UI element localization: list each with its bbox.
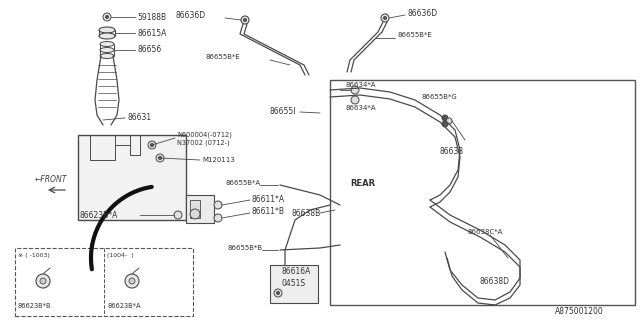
Circle shape <box>381 14 389 22</box>
Text: 86615A: 86615A <box>137 28 166 37</box>
Text: 86636D: 86636D <box>407 10 437 19</box>
Circle shape <box>159 156 161 159</box>
Circle shape <box>125 274 139 288</box>
Bar <box>78 135 186 220</box>
Circle shape <box>103 13 111 21</box>
Circle shape <box>383 17 387 20</box>
Text: ※ ( -1003): ※ ( -1003) <box>18 253 50 259</box>
Text: 86636D: 86636D <box>175 11 205 20</box>
Text: 86611*B: 86611*B <box>252 207 285 217</box>
Text: 86638: 86638 <box>440 148 464 156</box>
Circle shape <box>190 209 200 219</box>
Text: (1004-  ): (1004- ) <box>107 253 134 259</box>
Text: ←FRONT: ←FRONT <box>35 175 67 185</box>
Text: M120113: M120113 <box>202 157 235 163</box>
Circle shape <box>446 118 452 124</box>
Text: 86623B*B: 86623B*B <box>18 303 51 309</box>
Circle shape <box>442 121 448 127</box>
Circle shape <box>241 16 249 24</box>
Ellipse shape <box>100 42 114 46</box>
Circle shape <box>129 278 135 284</box>
Bar <box>190 200 200 218</box>
Text: N600004(-0712): N600004(-0712) <box>177 132 232 138</box>
Circle shape <box>214 214 222 222</box>
Text: 86616A: 86616A <box>282 268 312 276</box>
Circle shape <box>148 141 156 149</box>
Bar <box>186 195 214 223</box>
Circle shape <box>274 289 282 297</box>
Text: 86638C*A: 86638C*A <box>468 229 504 235</box>
Text: 86655B*E: 86655B*E <box>397 32 432 38</box>
Circle shape <box>106 15 109 19</box>
Circle shape <box>214 201 222 209</box>
Text: 0451S: 0451S <box>282 278 306 287</box>
Text: 86655I: 86655I <box>270 108 296 116</box>
Circle shape <box>150 143 154 147</box>
Ellipse shape <box>100 53 114 59</box>
Text: 86655B*B: 86655B*B <box>228 245 263 251</box>
Text: 86655B*G: 86655B*G <box>422 94 458 100</box>
Ellipse shape <box>99 33 115 39</box>
Circle shape <box>156 154 164 162</box>
Circle shape <box>174 211 182 219</box>
Circle shape <box>351 86 359 94</box>
Text: 86656: 86656 <box>137 45 161 54</box>
Circle shape <box>276 292 280 294</box>
Text: 86634*A: 86634*A <box>345 105 376 111</box>
Circle shape <box>243 19 246 21</box>
Text: A875001200: A875001200 <box>555 308 604 316</box>
Text: 86655B*A: 86655B*A <box>225 180 260 186</box>
Ellipse shape <box>100 47 114 52</box>
Text: 86634*A: 86634*A <box>345 82 376 88</box>
Circle shape <box>40 278 46 284</box>
Text: 86655B*E: 86655B*E <box>205 54 240 60</box>
Ellipse shape <box>99 27 115 33</box>
Circle shape <box>36 274 50 288</box>
Text: REAR: REAR <box>350 179 375 188</box>
Circle shape <box>351 96 359 104</box>
Text: 86623B*A: 86623B*A <box>107 303 141 309</box>
Text: 86638D: 86638D <box>480 277 510 286</box>
Bar <box>330 80 635 305</box>
Text: 86638B: 86638B <box>292 209 321 218</box>
Text: 86623B*A: 86623B*A <box>80 211 118 220</box>
Bar <box>270 265 318 303</box>
Text: 86611*A: 86611*A <box>252 195 285 204</box>
Text: N37002 (0712-): N37002 (0712-) <box>177 140 230 146</box>
Circle shape <box>442 115 448 121</box>
Text: 86631: 86631 <box>127 114 151 123</box>
Text: 59188B: 59188B <box>137 12 166 21</box>
